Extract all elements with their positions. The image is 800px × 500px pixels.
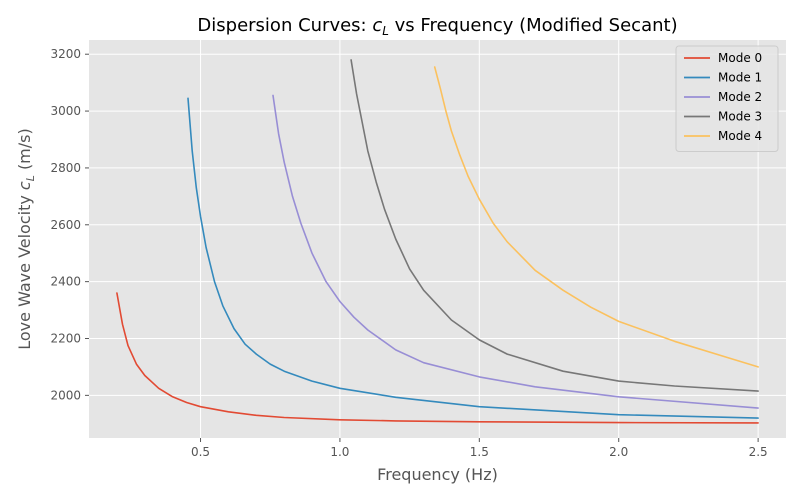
chart-title-symbol: c: [372, 15, 382, 36]
y-tick-label: 3000: [50, 104, 81, 118]
series-line-mode-2: [272, 94, 759, 409]
series-line-mode-1: [187, 97, 759, 419]
chart-title-suffix: vs Frequency (Modified Secant): [389, 15, 678, 36]
axis-ticks: 0.5 1.0 1.5 2.0 2.5 2000 2200 2400 2600 2800 3000 3…: [50, 47, 767, 459]
series-line-mode-0: [116, 292, 759, 424]
x-tick-label: 2.5: [749, 445, 768, 459]
y-axis-label-symbol: c: [15, 181, 34, 190]
y-axis-label-prefix: Love Wave Velocity: [15, 190, 34, 350]
chart-title: Dispersion Curves: cL vs Frequency (Modi…: [197, 15, 677, 38]
chart-title-prefix: Dispersion Curves:: [197, 15, 372, 36]
series-line-mode-4: [433, 66, 759, 368]
y-axis-label-suffix: (m/s): [15, 128, 34, 175]
legend: Mode 0 Mode 1 Mode 2 Mode 3 Mode 4: [675, 45, 779, 152]
legend-label-mode-0: Mode 0: [718, 51, 762, 65]
x-tick-label: 0.5: [191, 445, 210, 459]
x-tick-label: 1.5: [470, 445, 489, 459]
y-tick-label: 2600: [50, 218, 81, 232]
legend-label-mode-1: Mode 1: [718, 71, 762, 85]
legend-label-mode-4: Mode 4: [718, 129, 762, 143]
y-tick-label: 2800: [50, 161, 81, 175]
chart-title-subscript: L: [382, 24, 389, 38]
y-axis-label-subscript: L: [24, 175, 37, 181]
x-tick-label: 1.0: [330, 445, 349, 459]
y-tick-label: 2000: [50, 388, 81, 402]
y-tick-label: 2200: [50, 332, 81, 346]
legend-label-mode-2: Mode 2: [718, 90, 762, 104]
y-tick-label: 2400: [50, 275, 81, 289]
series-line-mode-3: [350, 59, 759, 392]
legend-box: [675, 45, 779, 152]
legend-label-mode-3: Mode 3: [718, 110, 762, 124]
y-axis-label: Love Wave Velocity cL (m/s): [15, 128, 37, 350]
y-tick-label: 3200: [50, 47, 81, 61]
x-axis-label: Frequency (Hz): [377, 465, 498, 484]
x-tick-label: 2.0: [609, 445, 628, 459]
series-lines: [116, 59, 759, 424]
